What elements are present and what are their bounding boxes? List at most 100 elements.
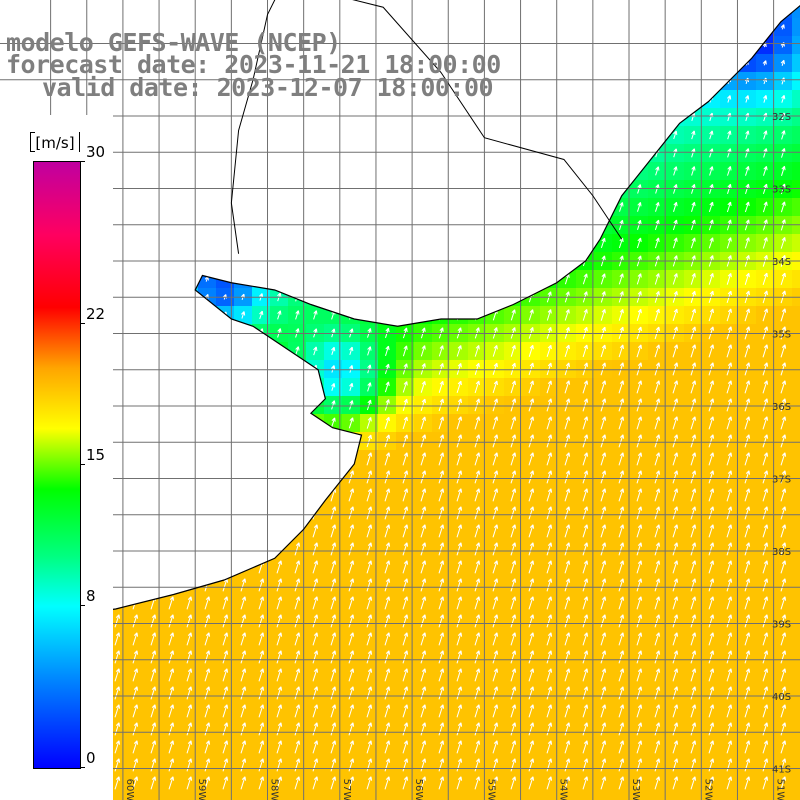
wind-arrow (600, 506, 607, 520)
wind-arrow (313, 274, 318, 284)
wind-arrow (475, 273, 480, 284)
wind-arrow (745, 165, 750, 176)
wind-arrow (672, 434, 679, 448)
field-cell (18, 0, 37, 19)
wind-arrow (240, 470, 246, 484)
wind-arrow (672, 452, 679, 466)
wind-arrow (330, 470, 337, 484)
wind-arrow (438, 758, 445, 772)
field-cell (792, 540, 800, 559)
wind-arrow (780, 722, 787, 736)
wind-arrow (438, 686, 445, 700)
wind-arrow (492, 614, 499, 628)
wind-arrow (402, 488, 409, 502)
field-cell (576, 108, 595, 127)
wind-arrow (619, 202, 624, 212)
wind-arrow (384, 542, 391, 556)
wind-arrow (133, 381, 138, 392)
field-cell (270, 504, 289, 523)
wind-arrow (366, 113, 371, 120)
wind-arrow (655, 201, 660, 212)
field-cell (558, 90, 577, 109)
wind-arrow (222, 596, 229, 610)
wind-arrow (222, 542, 229, 556)
wind-arrow (690, 416, 697, 430)
wind-arrow (384, 650, 391, 664)
wind-arrow (744, 6, 749, 12)
field-cell (504, 18, 523, 37)
field-cell (270, 270, 289, 289)
wind-arrow (582, 398, 589, 412)
field-cell (630, 126, 649, 145)
wind-arrow (492, 345, 498, 357)
wind-arrow (168, 524, 175, 538)
field-cell (666, 792, 685, 800)
wind-arrow (582, 632, 589, 646)
field-cell (450, 144, 469, 163)
wind-arrow (691, 201, 696, 212)
wind-arrow (204, 614, 211, 628)
wind-arrow (510, 740, 517, 754)
wind-arrow (636, 308, 642, 321)
wind-arrow (780, 24, 785, 30)
field-cell (270, 144, 289, 163)
wind-arrow (474, 632, 481, 646)
wind-arrow (384, 488, 391, 502)
field-cell (342, 144, 361, 163)
wind-arrow (240, 132, 245, 138)
field-cell (414, 18, 433, 37)
wind-arrow (780, 237, 786, 249)
wind-arrow (673, 130, 678, 140)
field-cell (630, 144, 649, 163)
wind-arrow (313, 382, 318, 392)
wind-arrow (492, 632, 499, 646)
wind-arrow (672, 758, 679, 772)
field-cell (612, 126, 631, 145)
wind-arrow (312, 686, 319, 700)
wind-arrow (114, 632, 121, 646)
wind-arrow (618, 273, 624, 285)
wind-arrow (582, 722, 589, 736)
wind-arrow (582, 704, 589, 718)
wind-arrow (726, 506, 733, 520)
wind-arrow (384, 560, 391, 574)
wind-arrow (330, 434, 336, 447)
wind-arrow (456, 416, 463, 430)
wind-arrow (438, 668, 445, 682)
wind-arrow (601, 166, 606, 176)
wind-arrow (636, 686, 643, 700)
wind-arrow (510, 131, 516, 139)
wind-arrow (114, 6, 119, 12)
wind-arrow (348, 506, 355, 520)
wind-arrow (277, 345, 282, 356)
wind-arrow (564, 614, 571, 628)
field-cell (144, 396, 163, 415)
field-cell (144, 0, 163, 19)
wind-arrow (114, 417, 120, 429)
wind-arrow (402, 149, 408, 157)
wind-arrow (618, 488, 625, 502)
field-cell (306, 144, 325, 163)
wind-arrow (330, 776, 337, 790)
field-cell (306, 108, 325, 127)
wind-arrow (582, 578, 589, 592)
wind-arrow (636, 560, 643, 574)
wind-arrow (222, 758, 229, 772)
field-cell (126, 576, 145, 595)
field-cell (270, 414, 289, 433)
wind-arrow (420, 704, 427, 718)
field-cell (288, 792, 307, 800)
wind-arrow (762, 398, 769, 412)
wind-arrow (186, 435, 192, 447)
field-cell (126, 108, 145, 127)
wind-arrow (600, 668, 607, 682)
wind-arrow (565, 166, 570, 176)
wind-arrow (600, 416, 607, 430)
wind-arrow (186, 614, 193, 628)
field-cell (432, 180, 451, 199)
wind-arrow (438, 416, 444, 430)
wind-arrow (618, 380, 625, 394)
wind-arrow (384, 578, 391, 592)
wind-arrow (367, 382, 372, 392)
wind-arrow (205, 346, 210, 356)
